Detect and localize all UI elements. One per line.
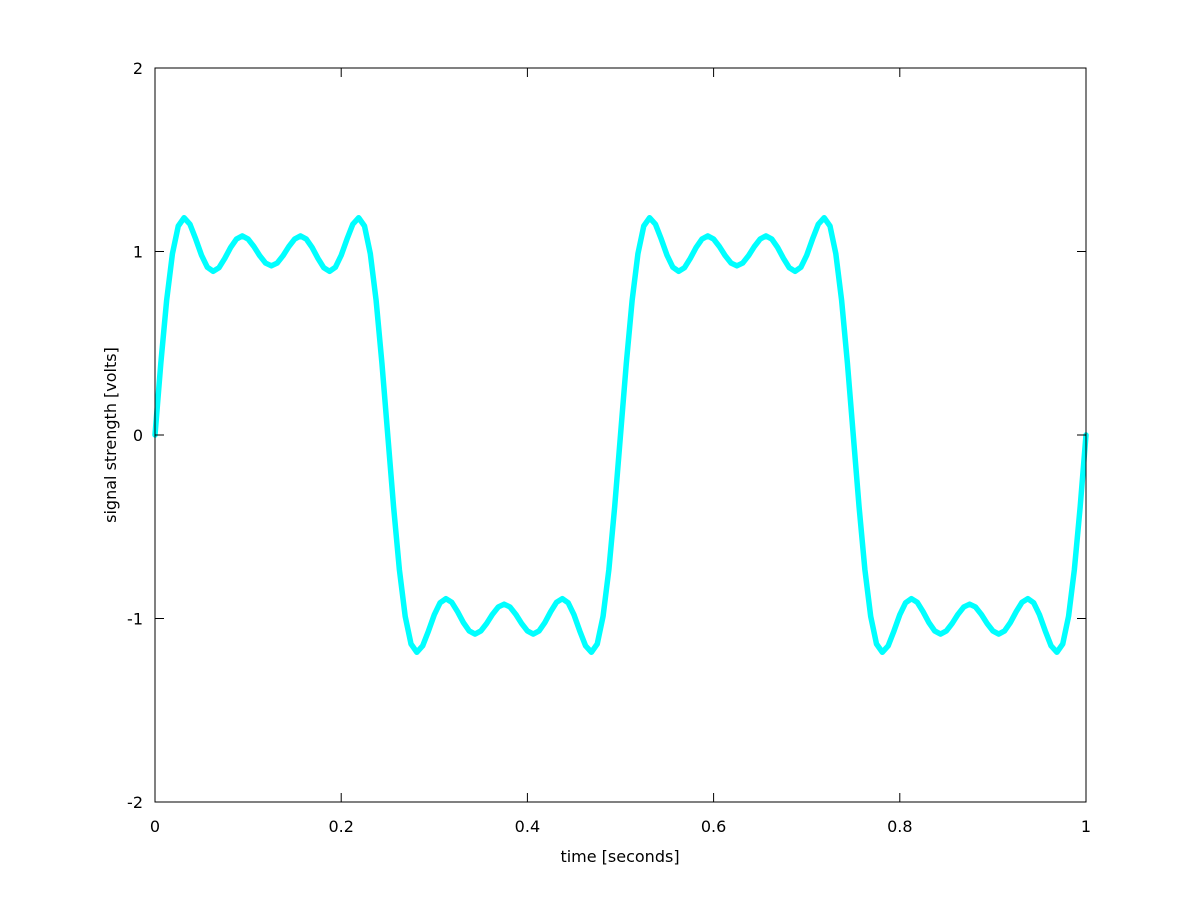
- x-tick-label: 1: [1081, 817, 1091, 836]
- x-tick-label: 0: [150, 817, 160, 836]
- y-tick-label: 0: [133, 426, 143, 445]
- x-axis-label: time [seconds]: [560, 847, 679, 866]
- y-tick-label: 2: [133, 59, 143, 78]
- y-tick-label: -1: [127, 610, 143, 629]
- y-tick-label: -2: [127, 793, 143, 812]
- x-tick-label: 0.6: [701, 817, 726, 836]
- x-tick-label: 0.8: [887, 817, 912, 836]
- x-tick-label: 0.2: [328, 817, 353, 836]
- y-tick-label: 1: [133, 243, 143, 262]
- x-tick-label: 0.4: [515, 817, 540, 836]
- signal-line: [152, 214, 1089, 656]
- y-axis-label: signal strength [volts]: [101, 347, 120, 523]
